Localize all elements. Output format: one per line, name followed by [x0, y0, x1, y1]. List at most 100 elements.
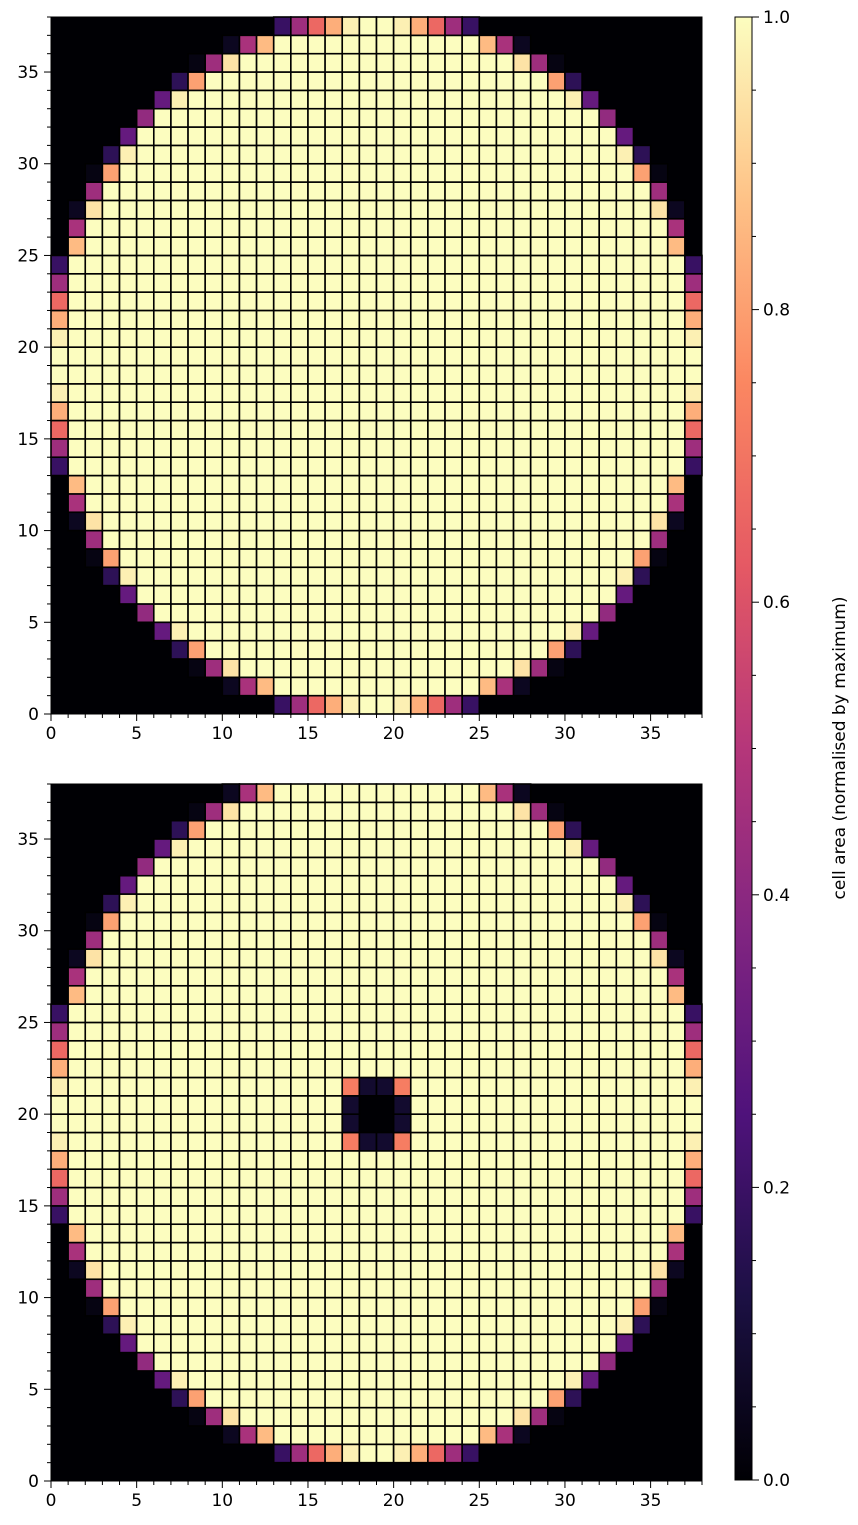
heatmap-cell [666, 1076, 686, 1097]
heatmap-cell [444, 272, 463, 293]
heatmap-cell [341, 181, 361, 202]
heatmap-cell [409, 676, 429, 697]
heatmap-cell [272, 856, 292, 877]
heatmap-cell [427, 89, 446, 110]
heatmap-cell [512, 984, 532, 1005]
heatmap-cell [358, 107, 378, 128]
heatmap-cell [392, 966, 412, 987]
heatmap-cell [358, 948, 378, 969]
heatmap-cell [307, 1315, 326, 1336]
heatmap-cell [255, 548, 275, 569]
heatmap-cell [615, 236, 635, 257]
heatmap-cell [564, 419, 583, 440]
heatmap-cell [409, 71, 429, 92]
heatmap-cell [290, 1076, 309, 1097]
heatmap-cell [427, 309, 446, 330]
heatmap-cell [495, 419, 515, 440]
heatmap-cell [204, 107, 224, 128]
heatmap-cell [101, 291, 121, 312]
heatmap-cell [204, 639, 224, 660]
heatmap-cell [238, 383, 258, 403]
heatmap-cell [632, 1186, 652, 1207]
heatmap-cell [512, 658, 532, 679]
heatmap-cell [478, 126, 498, 147]
heatmap-cell [375, 291, 395, 312]
heatmap-cell [375, 511, 395, 532]
heatmap-cell [255, 272, 275, 293]
y-tick-label: 15 [17, 430, 39, 450]
heatmap-cell [444, 658, 463, 679]
heatmap-cell [409, 1039, 429, 1060]
heatmap-cell [529, 291, 549, 312]
heatmap-cell [409, 34, 429, 55]
heatmap-cell [547, 1021, 566, 1042]
heatmap-cell [67, 1095, 87, 1115]
x-tick-label: 25 [468, 1491, 490, 1511]
heatmap-cell [512, 929, 532, 950]
heatmap-cell [512, 474, 532, 495]
heatmap-cell [204, 291, 224, 312]
heatmap-cell [392, 1315, 412, 1336]
heatmap-cell [547, 1315, 566, 1336]
heatmap-cell [581, 272, 601, 293]
heatmap-cell [135, 107, 155, 128]
heatmap-cell [409, 1388, 429, 1409]
heatmap-cell [358, 71, 378, 92]
heatmap-cell [255, 1333, 275, 1354]
heatmap-cell [324, 1186, 344, 1207]
heatmap-cell [392, 181, 412, 202]
heatmap-cell [238, 838, 258, 859]
heatmap-cell [170, 511, 189, 532]
heatmap-cell [290, 1333, 309, 1354]
heatmap-cell [564, 144, 583, 165]
heatmap-cell [324, 893, 344, 914]
heatmap-cell [427, 236, 446, 257]
heatmap-cell [324, 984, 344, 1005]
heatmap-cell [238, 584, 258, 605]
heatmap-cell [529, 126, 549, 147]
heatmap-cell [324, 1296, 344, 1317]
heatmap-cell [118, 162, 138, 183]
heatmap-cell [392, 1370, 412, 1391]
heatmap-cell [632, 144, 652, 165]
heatmap-cell [547, 566, 566, 587]
colorbar-tick-label: 0.6 [763, 593, 790, 613]
heatmap-cell [427, 1278, 446, 1299]
heatmap-cell [50, 1186, 69, 1207]
heatmap-cell [324, 181, 344, 202]
heatmap-cell [444, 34, 463, 55]
heatmap-cell [272, 107, 292, 128]
heatmap-cell [564, 236, 583, 257]
heatmap-cell [238, 272, 258, 293]
heatmap-cell [135, 162, 155, 183]
heatmap-cell [290, 1223, 309, 1244]
heatmap-cell [495, 89, 515, 110]
heatmap-cell [341, 1205, 361, 1226]
heatmap-cell [581, 529, 601, 550]
heatmap-cell [341, 1223, 361, 1244]
heatmap-cell [392, 639, 412, 660]
heatmap-cell [478, 948, 498, 969]
heatmap-cell [409, 819, 429, 840]
heatmap-cell [67, 401, 87, 422]
heatmap-cell [598, 254, 618, 275]
heatmap-cell [50, 1150, 69, 1170]
heatmap-cell [615, 456, 635, 477]
heatmap-cell [118, 493, 138, 514]
heatmap-cell [255, 89, 275, 110]
heatmap-cell [221, 236, 241, 257]
heatmap-cell [238, 291, 258, 312]
heatmap-cell [255, 1406, 275, 1427]
heatmap-cell [204, 893, 224, 914]
heatmap-cell [255, 456, 275, 477]
heatmap-cell [67, 1205, 87, 1226]
heatmap-cell [307, 1168, 326, 1189]
heatmap-cell [581, 966, 601, 987]
heatmap-cell [598, 144, 618, 165]
heatmap-cell [341, 1021, 361, 1042]
heatmap-cell [341, 584, 361, 605]
heatmap-cell [272, 236, 292, 257]
heatmap-cell [135, 1150, 155, 1170]
heatmap-cell [152, 529, 172, 550]
